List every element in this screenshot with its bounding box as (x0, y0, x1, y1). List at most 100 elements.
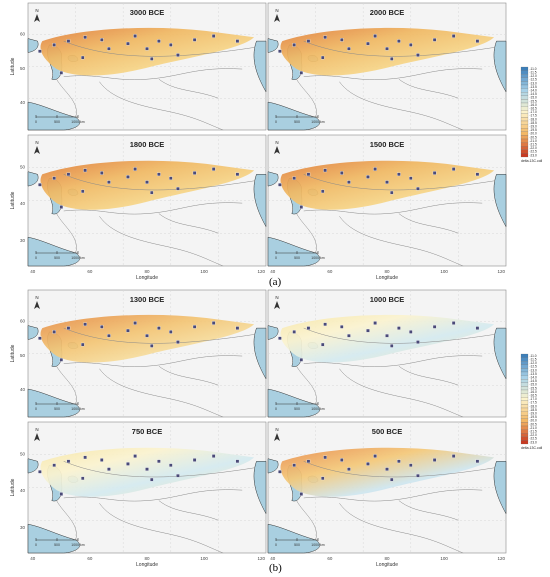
scale-label: 0 (35, 543, 37, 547)
legend-value: -19.0 (530, 125, 537, 129)
site-marker (150, 57, 154, 61)
persian-gulf (267, 388, 321, 418)
x-tick-label: 60 (87, 269, 93, 274)
map-panel-8: 500 BCE N 0 500 1000 km 40 60 80 100 120 Longitude (267, 421, 507, 568)
scale-label: 1000 km (71, 256, 85, 260)
legend-value: -12.5 (530, 365, 537, 369)
scale-label: 0 (275, 407, 277, 411)
map-panel-6: 1000 BCE N 0 500 1000 km (267, 289, 507, 418)
y-tick-label: 50 (20, 66, 26, 71)
legend-swatch (520, 92, 529, 96)
y-axis-title: Latitude (10, 57, 16, 75)
legend-value: -21.0 (530, 426, 537, 430)
site-marker (59, 205, 64, 209)
site-marker (306, 39, 311, 43)
site-marker (320, 342, 325, 347)
panel-title: 750 BCE (132, 427, 162, 436)
site-marker (52, 463, 56, 467)
site-marker (176, 340, 180, 344)
border-line (339, 81, 464, 131)
site-marker (80, 55, 85, 60)
site-marker (133, 321, 137, 325)
border-line (56, 500, 77, 540)
site-marker (235, 459, 240, 464)
legend-value: -13.5 (530, 372, 537, 376)
legend-value: -18.5 (530, 408, 537, 412)
site-marker (299, 492, 304, 496)
legend-swatch (520, 70, 529, 75)
site-marker (80, 476, 85, 481)
legend-swatch (520, 357, 529, 362)
country-borders (296, 461, 495, 554)
site-marker (100, 171, 104, 175)
site-marker (373, 167, 377, 171)
legend-value: -21.0 (530, 139, 537, 143)
north-label: N (35, 8, 38, 13)
legends: -11.0-11.5-12.0-12.5-13.0-13.5-14.0-14.5… (520, 66, 542, 450)
border-line (339, 503, 464, 554)
site-marker (385, 46, 389, 51)
site-marker (192, 325, 197, 329)
scale-label: 1000 km (311, 407, 325, 411)
panel-title: 1800 BCE (130, 140, 165, 149)
border-line (303, 40, 495, 57)
border-line (99, 81, 224, 131)
site-marker (366, 462, 370, 466)
border-line (63, 355, 243, 367)
x-tick-label: 80 (144, 556, 150, 561)
interpolation-surface (280, 447, 495, 497)
east-sea (253, 40, 267, 93)
site-marker (150, 190, 154, 195)
x-tick-label: 40 (270, 556, 276, 561)
border-line (398, 366, 459, 386)
panel-title: 1500 BCE (370, 140, 405, 149)
interpolation-surface (40, 447, 255, 497)
interpolation-surface (280, 160, 495, 210)
legend-swatch (520, 131, 529, 136)
east-sea (253, 327, 267, 380)
north-label: N (35, 427, 38, 432)
border-line (303, 327, 495, 344)
site-marker (385, 333, 389, 338)
country-borders (56, 174, 255, 267)
legend-swatch (520, 382, 529, 387)
interpolation-surface (40, 27, 255, 76)
legend-swatch (520, 364, 529, 369)
legend-swatch (520, 371, 529, 376)
site-marker (145, 467, 149, 471)
legend-swatch (520, 397, 529, 401)
legend-swatch (520, 88, 529, 93)
north-arrow-icon (274, 14, 280, 22)
site-marker (306, 326, 311, 330)
north-arrow-icon (34, 14, 40, 22)
border-line (63, 40, 255, 57)
site-marker (169, 330, 173, 334)
y-tick-label: 30 (20, 238, 26, 243)
site-marker (157, 326, 161, 330)
site-marker (211, 454, 216, 458)
legend-value: -11.0 (530, 354, 537, 358)
legend-swatch (520, 99, 529, 104)
legend-swatch (520, 77, 529, 82)
legend-swatch (520, 128, 529, 132)
scale-label: 1000 km (311, 256, 325, 260)
site-marker (235, 172, 240, 177)
site-marker (66, 459, 71, 464)
legend-swatch (520, 415, 529, 419)
border-line (56, 213, 77, 253)
site-marker (409, 43, 413, 47)
site-marker (38, 336, 42, 341)
y-tick-label: 50 (20, 164, 26, 169)
site-marker (397, 172, 401, 177)
site-marker (347, 180, 351, 184)
site-marker (323, 322, 327, 327)
east-sea (253, 174, 267, 227)
color-legend-1: -11.0-11.5-12.0-12.5-13.0-13.5-14.0-14.5… (520, 66, 542, 163)
site-marker (235, 326, 240, 330)
site-marker (416, 53, 420, 57)
site-marker (397, 39, 401, 43)
scale-label: 1000 km (71, 543, 85, 547)
black-sea (27, 325, 39, 340)
panel-title: 1300 BCE (130, 295, 165, 304)
